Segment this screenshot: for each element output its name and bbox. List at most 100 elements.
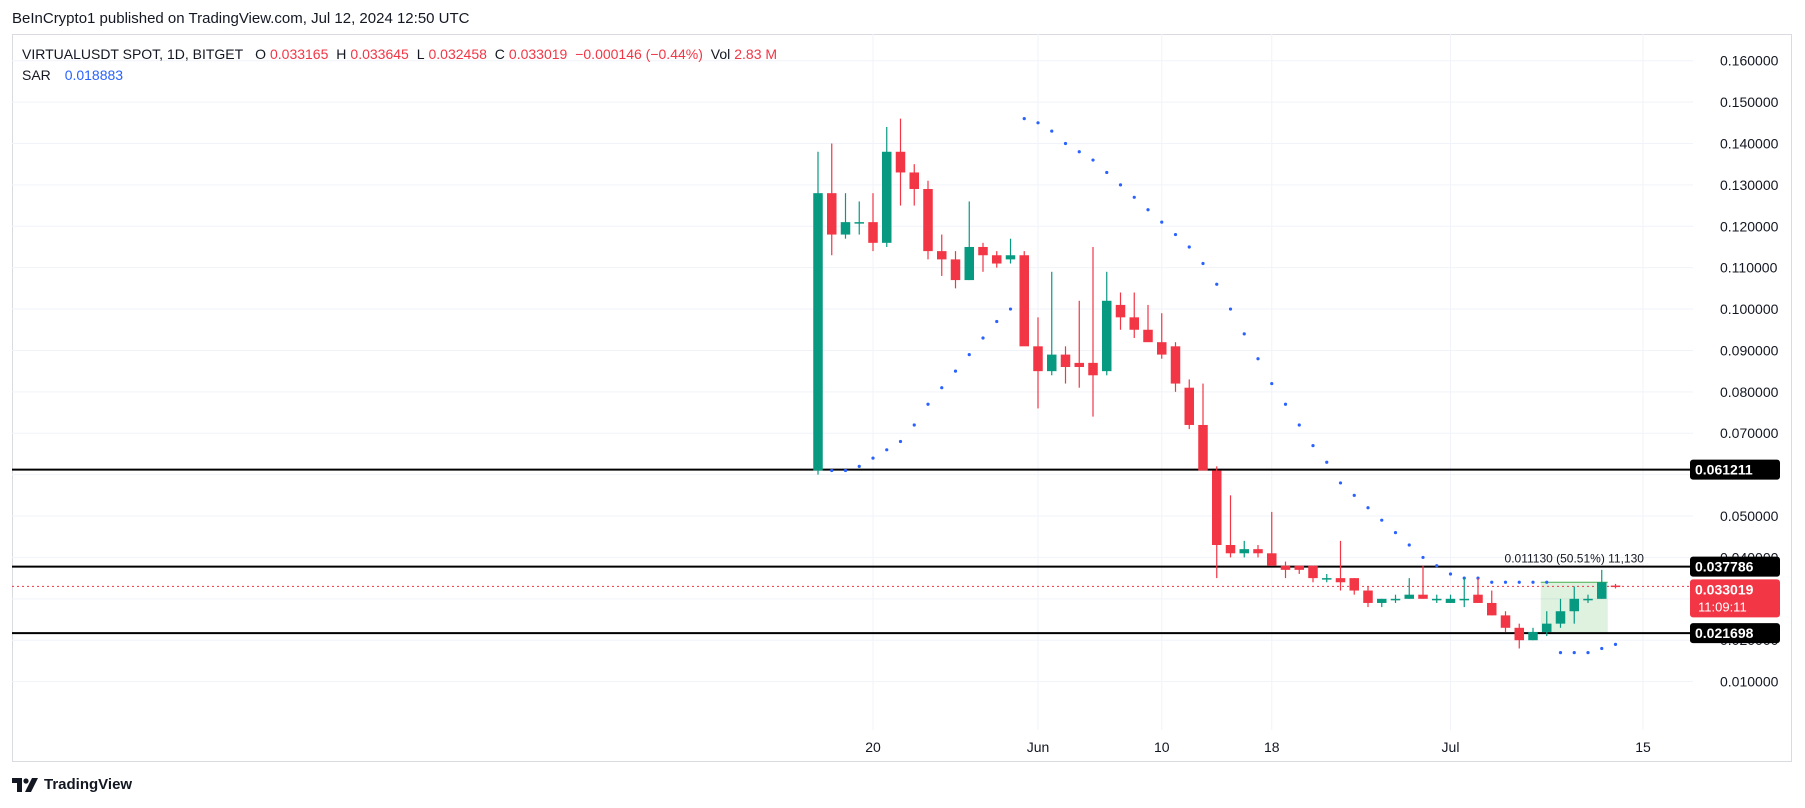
sar-dot [953,369,958,373]
sar-dot [1063,141,1068,146]
candle-body [1102,300,1112,372]
candle-body [1583,598,1593,601]
candle-body [1390,598,1401,601]
y-tick-label: 0.100000 [1720,301,1779,317]
sar-dot [1572,651,1576,655]
candle-body [1212,470,1222,546]
y-tick-label: 0.120000 [1720,218,1779,234]
candle-body [813,193,823,471]
candle-body [1542,623,1552,632]
level-price-label: 0.021698 [1695,625,1754,641]
candle-body [964,246,974,281]
sar-dot [1160,220,1164,224]
y-tick-label: 0.110000 [1720,260,1778,276]
sar-dot [1311,444,1315,448]
candle-body [1267,553,1277,566]
legend-row-ohlc: VIRTUALUSDT SPOT, 1D, BITGET O 0.033165 H… [22,44,781,65]
sar-dot [1600,646,1604,651]
candle-body [950,259,961,281]
tradingview-footer[interactable]: TradingView [12,776,132,793]
candle-body [923,189,933,252]
y-tick-label: 0.080000 [1720,384,1779,400]
legend-row-sar: SAR 0.018883 [22,65,781,86]
candle-body [1033,346,1043,372]
candle-body [868,222,878,243]
candle-body [1184,387,1194,425]
y-tick-label: 0.140000 [1720,135,1779,151]
y-tick-label: 0.070000 [1720,425,1779,441]
sar-dot [1448,572,1453,576]
sar-dot [1421,555,1425,560]
candle-body [827,193,837,235]
candle-body [854,222,864,224]
candle-body [1335,578,1346,583]
sar-dot [1352,493,1356,497]
x-tick-label: 18 [1264,739,1280,755]
candle-body [1225,545,1236,554]
level-price-tag [1690,623,1780,644]
sar-dot [995,319,999,324]
level-price-tag [1690,459,1780,480]
sar-dot [1435,564,1439,568]
sar-dot [1490,580,1494,584]
sar-dot [1393,530,1398,535]
close-value: 0.033019 [508,46,568,62]
sar-dot [1091,158,1095,162]
sar-dot [967,352,971,357]
close-label: C [494,46,505,62]
candle-body [1198,424,1208,471]
sar-dot [1325,460,1329,464]
last-price-label: 0.033019 [1695,581,1754,597]
sar-dot [1022,117,1026,121]
candle-body [1005,255,1016,260]
candle-body [1610,585,1621,588]
candle-body [1294,565,1304,570]
y-tick-label: 0.150000 [1720,94,1779,110]
sar-dot [871,456,875,460]
sar-dot [1077,150,1081,154]
last-price-tag [1690,579,1780,618]
candle-body [1487,602,1497,616]
sar-dot [1105,170,1109,175]
x-tick-label: 10 [1154,739,1170,755]
chart-frame [12,34,1792,762]
y-tick-label: 0.130000 [1720,177,1779,193]
open-value: 0.033165 [269,46,329,62]
measure-label: 0.011130 (50.51%) 11,130 [1505,551,1645,565]
candle-body [1528,631,1538,641]
sar-dot [1366,506,1370,510]
sar-dot [1283,402,1288,406]
volume-label: Vol [710,46,731,62]
level-price-label: 0.061211 [1695,462,1753,478]
y-tick-label: 0.160000 [1720,53,1779,69]
candle-body [1514,627,1524,641]
candle-body [1280,565,1291,570]
sar-dot [1297,423,1301,427]
countdown-label: 11:09:11 [1698,599,1747,614]
candle-body [1074,362,1084,368]
candle-body [840,222,851,235]
sar-label[interactable]: SAR [22,67,51,83]
sar-dot [1407,543,1411,547]
symbol-label[interactable]: VIRTUALUSDT SPOT, 1D, BITGET [22,46,244,62]
candle-body [1157,342,1167,355]
sar-dot [912,423,916,427]
sar-dot [1270,381,1274,386]
chart-legend: VIRTUALUSDT SPOT, 1D, BITGET O 0.033165 H… [22,44,781,86]
high-value: 0.033645 [350,46,409,62]
candle-body [1473,594,1483,603]
candle-body [1349,578,1359,591]
sar-dot [843,468,848,473]
candle-body [1555,611,1566,624]
tradingview-logo-icon [12,777,38,792]
sar-dot [1586,651,1590,655]
low-label: L [416,46,425,62]
open-label: O [255,46,266,62]
volume-value: 2.83 M [734,46,778,62]
sar-dot [926,402,930,406]
sar-dot [857,464,861,468]
candle-body [1500,615,1511,628]
candle-body [1143,329,1153,343]
candle-body [992,255,1002,264]
